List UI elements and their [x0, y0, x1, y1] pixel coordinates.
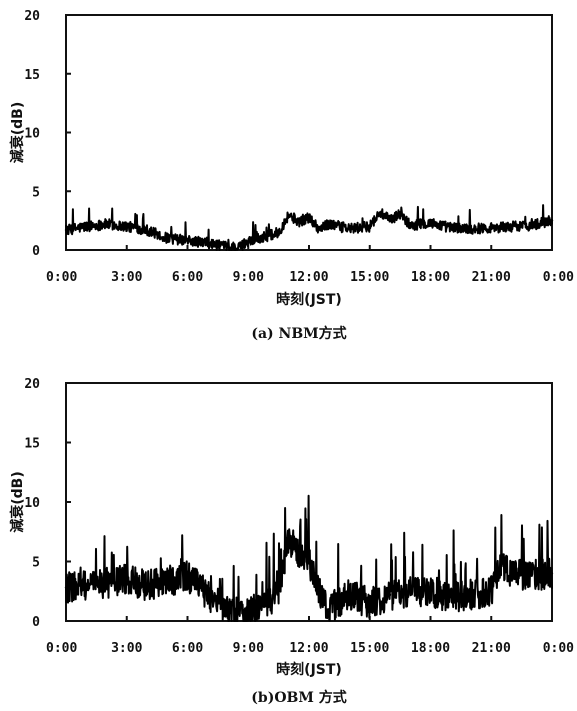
chart-a: 0 5 10 15 20 0:00 3:00 6:00 9:00 12:00 15:00 18:00 2…	[9, 9, 574, 342]
chart-a-data-point	[287, 213, 290, 216]
chart-a-data-point	[247, 239, 250, 242]
chart-b-data-point	[267, 601, 270, 605]
chart-b-data-point	[145, 584, 149, 587]
chart-b-xtick-label: 18:00	[411, 641, 450, 656]
chart-b-data-point	[277, 590, 280, 593]
chart-b-data-point	[490, 590, 493, 593]
chart-b-data-point	[530, 574, 533, 577]
chart-b-xtick-label: 3:00	[111, 641, 142, 656]
chart-a-data-point	[490, 226, 493, 229]
chart-b-data-point	[317, 590, 321, 593]
chart-a-data-point	[449, 226, 452, 229]
chart-a-data-point	[267, 234, 270, 238]
chart-a-data-point	[226, 246, 230, 249]
chart-a-data-point	[317, 227, 321, 231]
chart-b-ytick-label: 15	[24, 437, 40, 452]
chart-a-data-point	[328, 222, 331, 226]
chart-b-data-point	[307, 560, 311, 563]
chart-a-data-point	[85, 225, 88, 228]
chart-b: 0 5 10 15 20 0:00 3:00 6:00 9:00 12:00 15:00 18:00 2…	[9, 377, 574, 706]
chart-b-data-point	[500, 560, 503, 563]
chart-b-data-point	[64, 586, 68, 589]
chart-b-data-point	[348, 593, 351, 597]
chart-b-series-line	[65, 494, 553, 622]
chart-b-xlabel: 時刻(JST)	[276, 661, 342, 678]
chart-a-series-line	[65, 204, 553, 251]
chart-b-data-point	[469, 593, 473, 597]
chart-b-xtick-label: 0:00	[46, 641, 77, 656]
chart-b-xtick-label: 12:00	[289, 641, 328, 656]
chart-b-data-point	[328, 607, 331, 611]
chart-a-xtick-label: 18:00	[411, 270, 450, 285]
chart-a-caption: (a) NBM方式	[251, 325, 346, 342]
chart-b-xtick-label: 6:00	[172, 641, 203, 656]
chart-a-data-point	[388, 219, 392, 222]
chart-a-xtick-label: 21:00	[472, 270, 511, 285]
chart-b-data-point	[368, 601, 371, 605]
chart-b-data-point	[287, 536, 290, 539]
chart-b-ytick-label: 20	[24, 377, 40, 392]
chart-a-ylabel: 減衰(dB)	[9, 102, 26, 164]
chart-a-ytick-label: 20	[24, 9, 40, 24]
chart-a-data-point	[125, 225, 128, 228]
chart-b-data-point	[297, 554, 301, 557]
chart-a-xtick-label: 6:00	[172, 270, 203, 285]
chart-b-data-point	[85, 584, 88, 587]
chart-a-data-point	[368, 225, 371, 228]
chart-a-xtick-label: 15:00	[350, 270, 389, 285]
chart-a-data-point	[206, 241, 209, 245]
chart-a-data-point	[105, 222, 108, 226]
chart-a-ytick-label: 5	[32, 185, 40, 200]
chart-a-data-point	[307, 215, 311, 219]
chart-b-data-point	[105, 581, 108, 585]
chart-a-data-point	[530, 224, 533, 227]
chart-b-data-point	[429, 590, 432, 593]
chart-b-data-point	[449, 596, 452, 599]
chart-b-xtick-label: 0:00	[543, 641, 574, 656]
chart-b-ytick-label: 5	[32, 556, 40, 571]
chart-a-xtick-label: 3:00	[111, 270, 142, 285]
chart-b-data-point	[388, 593, 392, 597]
chart-a-data-point	[398, 212, 402, 215]
chart-a-data-point	[277, 231, 280, 234]
chart-b-data-point	[247, 610, 250, 613]
chart-a-data-point	[348, 227, 351, 231]
chart-b-data-point	[186, 574, 189, 577]
chart-a-data-point	[510, 225, 513, 228]
chart-b-data-point	[206, 593, 209, 597]
chart-a-ytick-label: 10	[24, 127, 40, 142]
chart-a-data-point	[409, 224, 412, 227]
chart-a-xtick-label: 9:00	[233, 270, 264, 285]
chart-a-data-point	[64, 228, 68, 232]
chart-b-data-point	[226, 610, 230, 613]
chart-a-xtick-label: 0:00	[46, 270, 77, 285]
chart-a-xtick-label: 0:00	[543, 270, 574, 285]
chart-b-caption: (b)OBM 方式	[251, 689, 346, 706]
chart-a-ytick-label: 15	[24, 68, 40, 83]
chart-a-data-point	[236, 247, 240, 251]
chart-b-data-point	[125, 578, 128, 581]
chart-a-data-point	[469, 227, 473, 231]
chart-a-xlabel: 時刻(JST)	[276, 291, 342, 308]
chart-b-xtick-label: 21:00	[472, 641, 511, 656]
chart-a-data-point	[378, 211, 382, 214]
chart-a-ytick-label: 0	[32, 244, 40, 259]
chart-a-data-point	[166, 237, 169, 240]
chart-b-ylabel: 減衰(dB)	[9, 471, 26, 533]
chart-b-ytick-label: 0	[32, 615, 40, 630]
chart-b-xtick-label: 15:00	[350, 641, 389, 656]
chart-b-xtick-label: 9:00	[233, 641, 264, 656]
chart-a-data-point	[186, 239, 189, 242]
chart-a-xtick-label: 12:00	[289, 270, 328, 285]
chart-b-data-point	[166, 580, 169, 583]
chart-a-data-point	[297, 220, 301, 223]
chart-b-data-point	[510, 572, 513, 575]
chart-a-data-point	[429, 221, 432, 225]
chart-a-data-point	[145, 228, 149, 232]
chart-b-data-point	[550, 572, 554, 575]
chart-b-ytick-label: 10	[24, 496, 40, 511]
chart-b-data-point	[409, 590, 412, 593]
chart-a-data-point	[550, 219, 554, 222]
